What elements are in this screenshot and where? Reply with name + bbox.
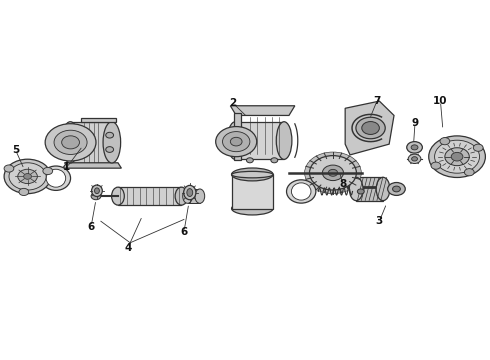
Ellipse shape: [95, 188, 99, 194]
Text: 3: 3: [376, 216, 383, 226]
Ellipse shape: [112, 187, 124, 205]
Circle shape: [54, 130, 87, 154]
Text: 9: 9: [412, 118, 418, 128]
Polygon shape: [232, 175, 273, 208]
Circle shape: [322, 165, 343, 181]
Ellipse shape: [46, 169, 66, 187]
Circle shape: [271, 158, 278, 163]
Ellipse shape: [62, 122, 79, 163]
Circle shape: [18, 169, 37, 184]
Circle shape: [362, 122, 379, 134]
Ellipse shape: [175, 187, 188, 205]
Text: 8: 8: [339, 179, 346, 189]
Circle shape: [106, 147, 114, 152]
Circle shape: [408, 154, 421, 163]
Circle shape: [451, 152, 463, 161]
Polygon shape: [118, 187, 181, 205]
Ellipse shape: [376, 177, 390, 201]
Circle shape: [356, 117, 385, 139]
Text: 4: 4: [124, 243, 131, 253]
Circle shape: [106, 132, 114, 138]
Circle shape: [305, 152, 361, 194]
Circle shape: [388, 183, 405, 195]
Circle shape: [412, 157, 417, 161]
Circle shape: [411, 145, 418, 150]
Ellipse shape: [103, 122, 121, 163]
Ellipse shape: [276, 122, 292, 159]
Circle shape: [431, 162, 441, 169]
Circle shape: [328, 170, 338, 176]
Circle shape: [429, 136, 486, 177]
Circle shape: [222, 132, 250, 152]
Circle shape: [4, 165, 14, 172]
Text: 1: 1: [63, 162, 70, 172]
Circle shape: [465, 168, 474, 176]
Ellipse shape: [232, 202, 273, 215]
Circle shape: [19, 188, 29, 195]
Polygon shape: [356, 177, 383, 201]
Circle shape: [445, 148, 469, 166]
Circle shape: [230, 137, 242, 146]
Circle shape: [473, 144, 483, 151]
Ellipse shape: [92, 185, 102, 197]
Text: 5: 5: [12, 144, 19, 154]
Ellipse shape: [41, 166, 71, 190]
Text: 6: 6: [87, 222, 95, 231]
Circle shape: [62, 136, 79, 149]
Ellipse shape: [232, 168, 273, 181]
Polygon shape: [63, 163, 122, 168]
Text: 10: 10: [433, 96, 448, 106]
Text: 2: 2: [229, 98, 236, 108]
Circle shape: [310, 156, 356, 190]
Ellipse shape: [287, 180, 316, 203]
Circle shape: [407, 141, 422, 153]
Ellipse shape: [227, 122, 243, 159]
Circle shape: [24, 174, 31, 179]
Circle shape: [357, 189, 364, 194]
Ellipse shape: [292, 183, 311, 200]
Circle shape: [392, 186, 400, 192]
Ellipse shape: [187, 189, 193, 197]
Polygon shape: [188, 189, 200, 203]
Circle shape: [4, 159, 51, 194]
Circle shape: [246, 158, 253, 163]
Circle shape: [9, 163, 46, 190]
Polygon shape: [345, 101, 394, 155]
Ellipse shape: [195, 189, 205, 203]
Circle shape: [45, 124, 96, 161]
Circle shape: [440, 138, 450, 145]
Ellipse shape: [184, 185, 196, 200]
Text: 7: 7: [373, 96, 381, 106]
Polygon shape: [234, 113, 241, 159]
Ellipse shape: [232, 171, 273, 178]
Ellipse shape: [349, 177, 363, 201]
Polygon shape: [71, 122, 112, 163]
Circle shape: [91, 193, 101, 200]
Circle shape: [43, 167, 52, 175]
Text: 6: 6: [180, 227, 188, 237]
Polygon shape: [230, 106, 295, 116]
Circle shape: [216, 127, 257, 157]
Circle shape: [435, 140, 480, 173]
Polygon shape: [235, 122, 284, 159]
Ellipse shape: [183, 189, 193, 203]
Polygon shape: [81, 118, 116, 122]
